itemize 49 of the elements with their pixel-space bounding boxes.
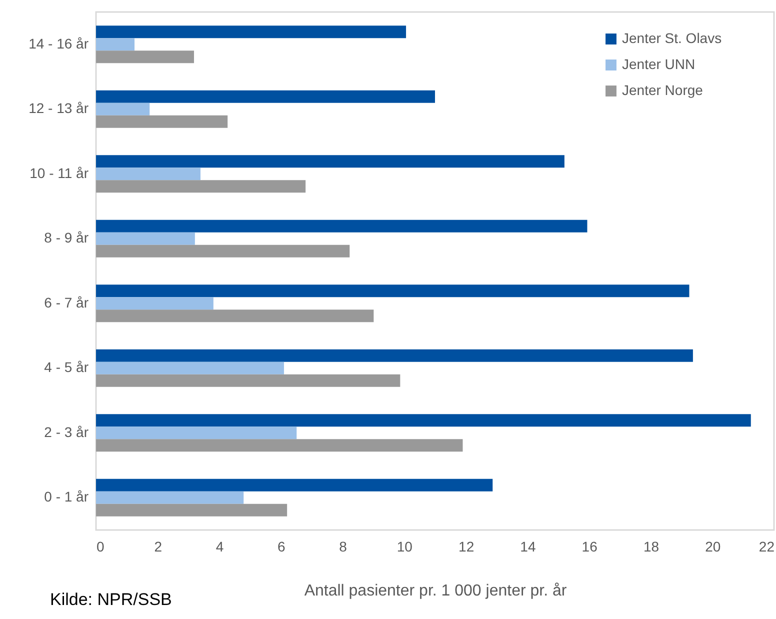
bar bbox=[96, 362, 284, 374]
y-tick-label: 8 - 9 år bbox=[44, 230, 89, 246]
bar bbox=[96, 115, 228, 128]
x-tick-label: 22 bbox=[758, 538, 775, 554]
y-tick-label: 6 - 7 år bbox=[44, 294, 89, 310]
x-tick-label: 18 bbox=[643, 538, 660, 554]
bar bbox=[96, 102, 150, 116]
y-tick-label: 12 - 13 år bbox=[28, 100, 89, 116]
x-tick-label: 6 bbox=[278, 538, 286, 554]
bar bbox=[96, 426, 297, 440]
y-tick-label: 14 - 16 år bbox=[28, 35, 89, 52]
bar bbox=[96, 244, 350, 258]
bar bbox=[96, 90, 435, 103]
y-tick-label: 10 - 11 år bbox=[30, 164, 89, 181]
bar bbox=[96, 50, 194, 64]
bar bbox=[96, 155, 564, 168]
y-tick-label: 4 - 5 år bbox=[44, 359, 89, 376]
x-tick-label: 14 bbox=[520, 538, 536, 554]
bar bbox=[96, 180, 306, 193]
legend-label: Jenter St. Olavs bbox=[622, 30, 722, 46]
legend-label: Jenter Norge bbox=[622, 82, 704, 98]
bar bbox=[96, 284, 690, 298]
bar bbox=[96, 491, 244, 504]
x-tick-label: 16 bbox=[582, 538, 598, 554]
x-tick-label: 10 bbox=[396, 538, 413, 554]
bar bbox=[96, 374, 400, 387]
x-tick-label: 4 bbox=[216, 538, 224, 554]
x-tick-label: 20 bbox=[705, 538, 721, 554]
bar bbox=[96, 349, 693, 362]
x-tick-label: 2 bbox=[154, 538, 162, 554]
x-tick-label: 8 bbox=[339, 538, 348, 554]
bar bbox=[96, 38, 135, 51]
bar bbox=[96, 310, 374, 322]
legend-label: Jenter UNN bbox=[622, 56, 696, 72]
y-tick-label: 2 - 3 år bbox=[44, 424, 89, 440]
bar bbox=[96, 297, 214, 310]
text: Kilde: NPR/SSB bbox=[50, 590, 172, 609]
bar bbox=[96, 414, 751, 427]
bar bbox=[96, 504, 288, 516]
y-tick-label: 0 - 1 år bbox=[44, 488, 89, 505]
x-tick-label: 12 bbox=[458, 538, 474, 554]
bar bbox=[96, 232, 195, 245]
bar bbox=[96, 220, 588, 232]
x-tick-label: 0 bbox=[96, 538, 104, 554]
bar bbox=[96, 478, 493, 492]
bar bbox=[96, 26, 406, 38]
x-axis-title: Antall pasienter pr. 1 000 jenter pr. år bbox=[304, 582, 568, 600]
bar bbox=[96, 168, 200, 180]
bar bbox=[96, 439, 463, 452]
